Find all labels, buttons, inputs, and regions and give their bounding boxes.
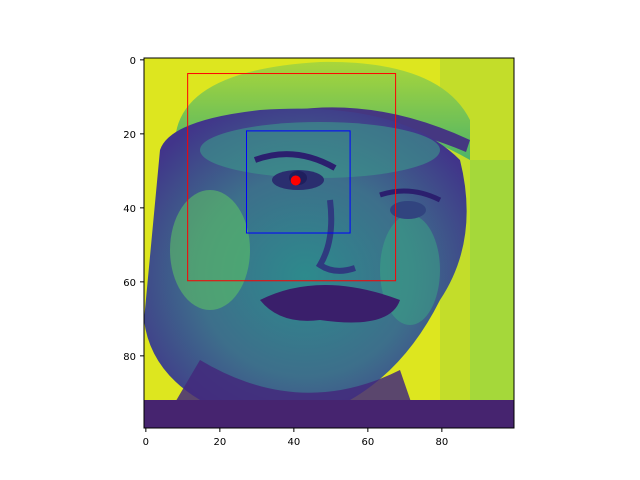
x-axis: 0 20 40 60 80 [143,428,448,448]
x-tick-label-40: 40 [287,437,300,448]
bounding-box-0 [187,73,397,282]
y-tick-label-80: 80 [123,352,136,363]
x-tick-label-20: 20 [213,437,226,448]
axes-frame [143,57,515,429]
marker-point-0 [290,175,301,186]
y-tick-label-20: 20 [123,130,136,141]
x-tick-label-80: 80 [435,437,448,448]
y-tick-label-60: 60 [123,278,136,289]
x-tick-label-0: 0 [143,437,149,448]
heatmap-image [144,58,514,428]
x-tick-label-60: 60 [361,437,374,448]
y-axis: 0 20 40 60 80 [123,56,144,363]
bounding-box-1 [245,130,351,234]
y-tick-label-40: 40 [123,204,136,215]
y-tick-label-0: 0 [130,56,136,67]
